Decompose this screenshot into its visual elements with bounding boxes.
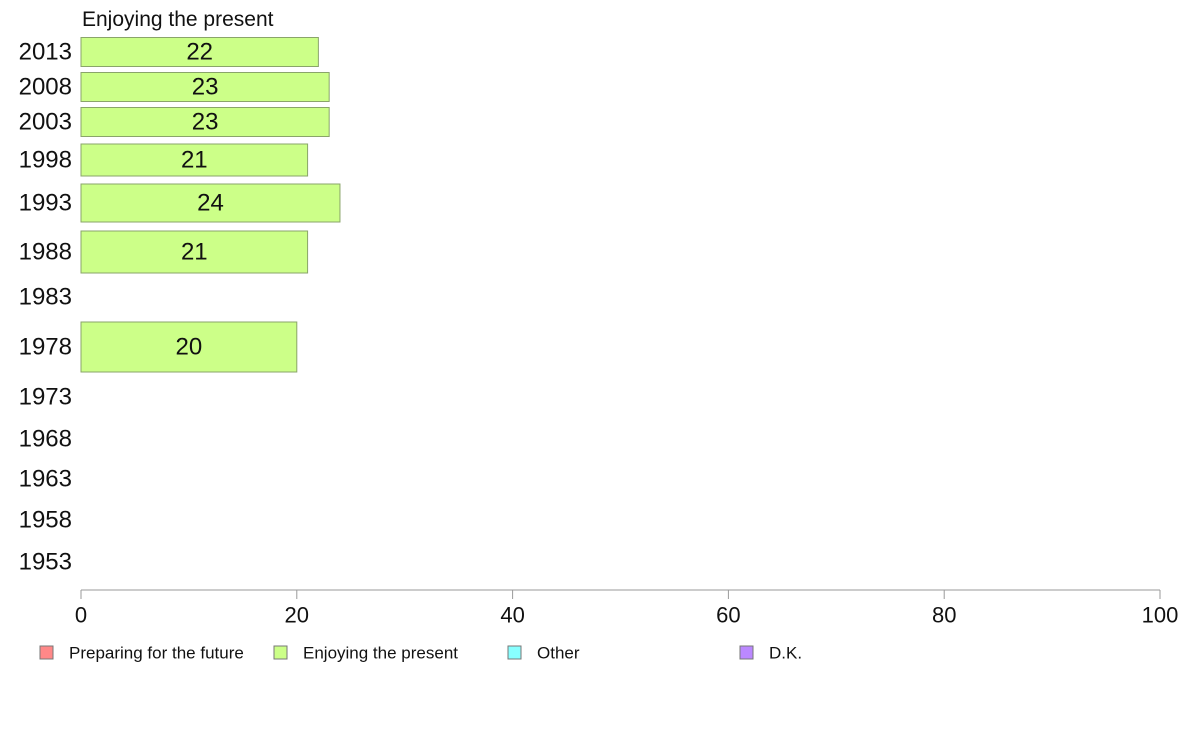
x-tick-label-0: 0 (75, 603, 87, 628)
legend-label: Preparing for the future (69, 644, 244, 663)
bar-2008 (80, 72, 330, 102)
bar-2013 (80, 37, 319, 67)
data-label-1998: 21 (181, 147, 208, 174)
y-axis-label-1993: 1993 (19, 190, 72, 217)
x-axis-ticks: 0 20 40 60 80 100 (75, 590, 1178, 628)
legend-swatch (739, 645, 754, 660)
data-label-1988: 21 (181, 239, 208, 266)
bar-2003 (80, 107, 330, 137)
y-axis-label-1968: 1968 (19, 426, 72, 453)
bar-1998 (80, 143, 309, 177)
data-label-2008: 23 (192, 74, 219, 101)
x-tick-label-80: 80 (932, 603, 956, 628)
legend-swatch (507, 645, 522, 660)
bar-1978 (80, 321, 298, 373)
legend-swatch (273, 645, 288, 660)
y-axis-label-1973: 1973 (19, 384, 72, 411)
bar-1993 (80, 183, 341, 223)
legend-item-d-k: D.K. (739, 644, 802, 663)
data-label-1993: 24 (197, 190, 224, 217)
y-axis-label-1988: 1988 (19, 239, 72, 266)
legend-swatch (39, 645, 54, 660)
y-axis-label-1953: 1953 (19, 549, 72, 576)
legend-label: Enjoying the present (303, 644, 458, 663)
y-axis-label-2013: 2013 (19, 39, 72, 66)
bar-1988 (80, 230, 309, 274)
y-axis-label-1963: 1963 (19, 466, 72, 493)
y-axis-label-2003: 2003 (19, 109, 72, 136)
x-tick-label-60: 60 (716, 603, 740, 628)
y-axis-label-1958: 1958 (19, 507, 72, 534)
legend-label: D.K. (769, 644, 802, 663)
legend-item-other: Other (507, 644, 580, 663)
y-axis-label-1978: 1978 (19, 334, 72, 361)
legend: Preparing for the future Enjoying the pre… (39, 644, 802, 663)
data-label-1978: 20 (176, 334, 203, 361)
y-axis-label-1983: 1983 (19, 284, 72, 311)
y-axis-label-2008: 2008 (19, 74, 72, 101)
x-tick-label-20: 20 (285, 603, 309, 628)
x-tick-label-40: 40 (500, 603, 524, 628)
legend-item-enjoying-the-present: Enjoying the present (273, 644, 458, 663)
legend-label: Other (537, 644, 580, 663)
panel-title: Enjoying the present (82, 8, 274, 31)
x-tick-label-100: 100 (1142, 603, 1179, 628)
legend-item-preparing-for-the-future: Preparing for the future (39, 644, 244, 663)
y-axis-label-1998: 1998 (19, 147, 72, 174)
category-labels: 2013 2008 2003 1998 1993 1988 1983 1978 1973 1968… (19, 39, 72, 576)
data-label-2003: 23 (192, 109, 219, 136)
bars-layer: 22 23 23 21 24 21 20 (80, 37, 341, 373)
data-label-2013: 22 (186, 39, 213, 66)
